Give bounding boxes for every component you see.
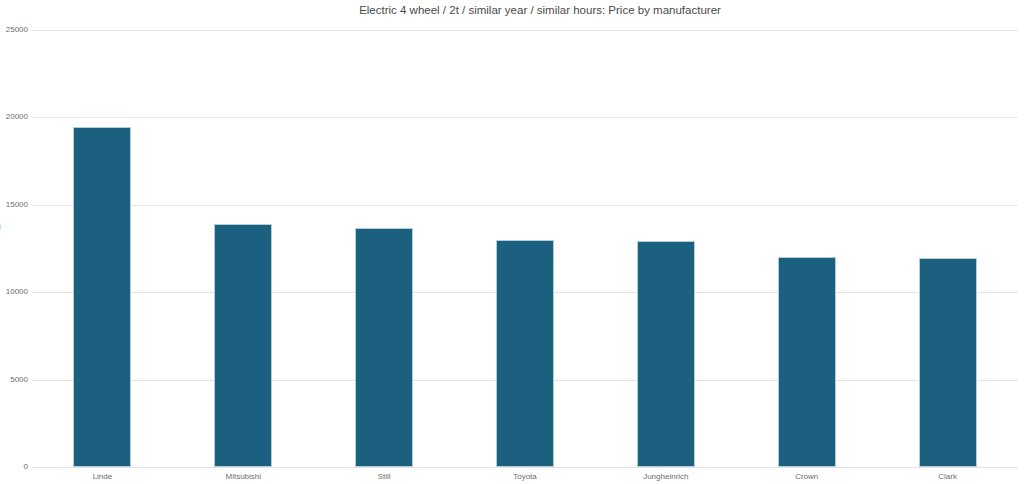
clipped-left-edge-text: 0 <box>0 222 1 234</box>
y-axis-tick-label: 20000 <box>0 113 28 121</box>
gridline-y-25000 <box>32 30 1018 31</box>
x-axis-tick-label-jungheinrich: Jungheinrich <box>596 472 736 482</box>
chart-title: Electric 4 wheel / 2t / similar year / s… <box>56 3 1024 17</box>
gridline-y-0 <box>32 467 1018 468</box>
y-axis-tick-label: 0 <box>0 463 28 471</box>
x-axis-tick-label-still: Still <box>314 472 454 482</box>
y-axis-tick-label: 15000 <box>0 201 28 209</box>
bar-crown <box>778 257 836 467</box>
gridline-y-15000 <box>32 205 1018 206</box>
x-axis-tick-label-toyota: Toyota <box>455 472 595 482</box>
bar-toyota <box>496 240 554 467</box>
bar-mitsubishi <box>214 224 272 467</box>
bar-still <box>355 228 413 467</box>
x-axis-tick-label-crown: Crown <box>737 472 877 482</box>
bar-linde <box>73 127 131 467</box>
y-axis-tick-label: 25000 <box>0 26 28 34</box>
y-axis-tick-label: 10000 <box>0 288 28 296</box>
bar-clark <box>919 258 977 467</box>
x-axis-tick-label-linde: Linde <box>32 472 172 482</box>
y-axis-tick-label: 5000 <box>0 376 28 384</box>
gridline-y-20000 <box>32 117 1018 118</box>
bar-jungheinrich <box>637 241 695 467</box>
x-axis-tick-label-mitsubishi: Mitsubishi <box>173 472 313 482</box>
bar-chart-canvas: Electric 4 wheel / 2t / similar year / s… <box>0 0 1024 484</box>
x-axis-tick-label-clark: Clark <box>878 472 1018 482</box>
